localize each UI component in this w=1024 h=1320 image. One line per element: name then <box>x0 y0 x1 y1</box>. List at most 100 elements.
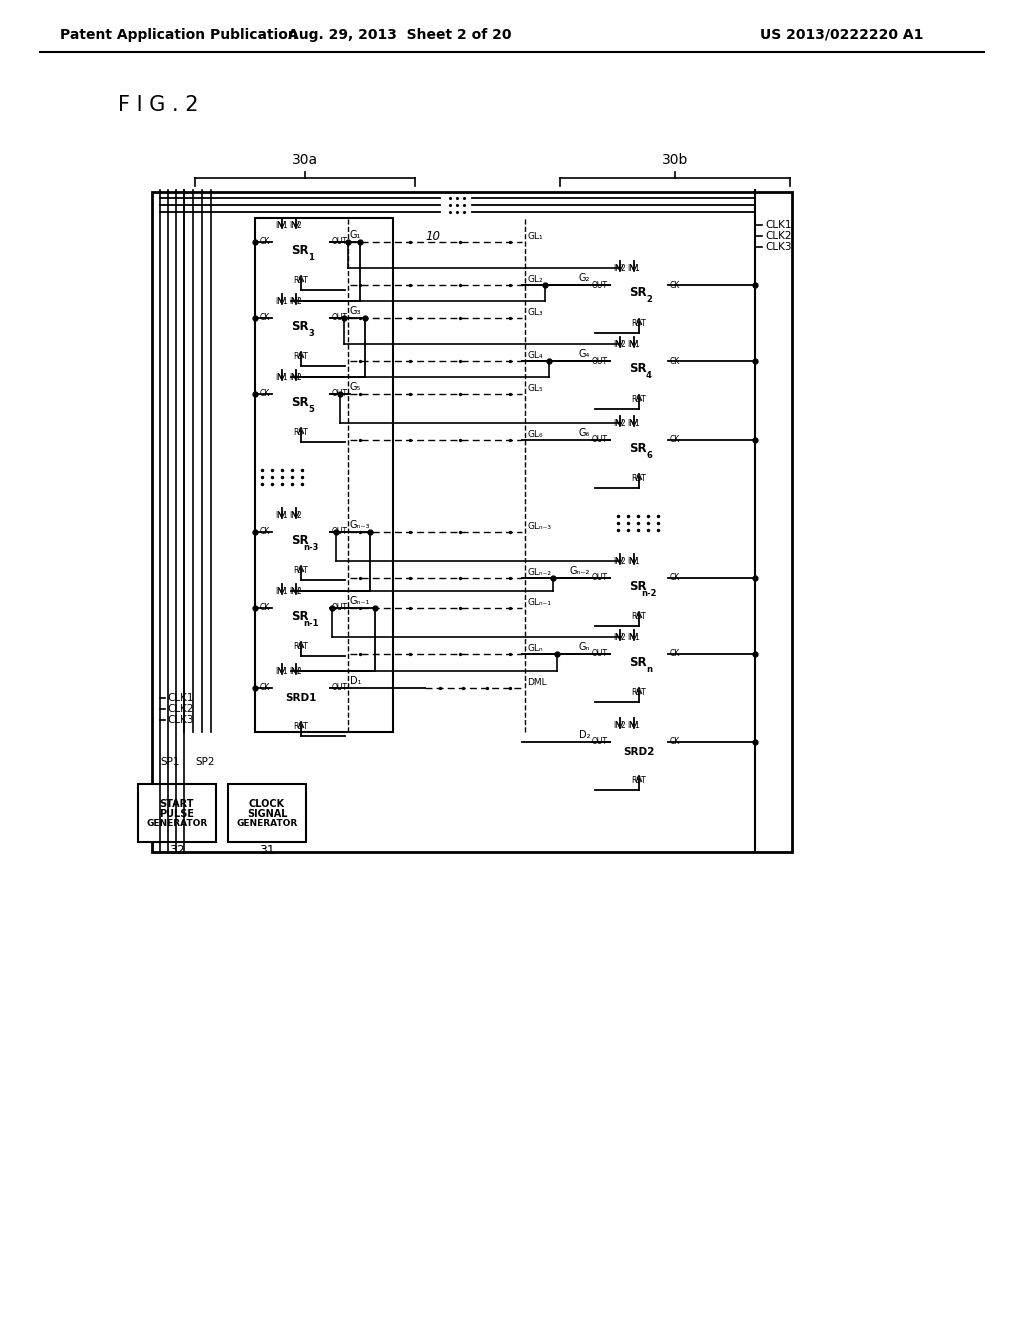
Bar <box>610 733 668 772</box>
Text: RST: RST <box>632 319 646 327</box>
Text: IN1: IN1 <box>628 634 640 642</box>
Bar <box>610 351 668 391</box>
Text: GL₁: GL₁ <box>527 232 543 242</box>
Text: GL₄: GL₄ <box>527 351 543 360</box>
Text: SR: SR <box>291 396 309 408</box>
Text: IN2: IN2 <box>290 667 302 676</box>
Text: 30a: 30a <box>292 153 318 168</box>
Text: OUT: OUT <box>332 603 348 612</box>
Text: US 2013/0222220 A1: US 2013/0222220 A1 <box>760 28 924 42</box>
Bar <box>228 784 306 842</box>
Text: OUT: OUT <box>332 238 348 247</box>
Text: CLK2: CLK2 <box>765 231 792 242</box>
Bar <box>272 232 330 272</box>
Text: SR: SR <box>629 441 647 454</box>
Text: GL₂: GL₂ <box>527 275 543 284</box>
Text: RST: RST <box>294 352 308 360</box>
Text: IN1: IN1 <box>628 418 640 428</box>
Text: CK: CK <box>260 238 270 247</box>
Text: SR: SR <box>629 286 647 300</box>
Text: CK: CK <box>670 436 680 445</box>
Text: IN2: IN2 <box>613 418 627 428</box>
Text: OUT: OUT <box>592 649 608 659</box>
Text: CK: CK <box>260 389 270 399</box>
Text: SRD1: SRD1 <box>286 693 316 704</box>
Text: GLₙ₋₃: GLₙ₋₃ <box>527 521 551 531</box>
Text: CLK3: CLK3 <box>167 715 194 725</box>
Text: D₁: D₁ <box>350 676 361 686</box>
Text: 30b: 30b <box>662 153 688 168</box>
Text: G₄: G₄ <box>579 348 590 359</box>
Text: IN1: IN1 <box>275 511 289 520</box>
Text: RST: RST <box>632 688 646 697</box>
Text: RST: RST <box>632 612 646 620</box>
Text: 6: 6 <box>646 450 652 459</box>
Text: CK: CK <box>670 281 680 289</box>
Bar <box>272 678 330 718</box>
Text: CK: CK <box>260 314 270 322</box>
Text: DML: DML <box>527 678 547 686</box>
Text: n-3: n-3 <box>303 543 318 552</box>
Text: Gₙ: Gₙ <box>579 642 590 652</box>
Text: G₅: G₅ <box>350 381 361 392</box>
Text: OUT: OUT <box>332 389 348 399</box>
Text: RST: RST <box>294 276 308 285</box>
Text: SR: SR <box>291 533 309 546</box>
Bar <box>152 191 792 851</box>
Text: OUT: OUT <box>332 684 348 693</box>
Text: SRD2: SRD2 <box>624 747 654 756</box>
Text: GL₃: GL₃ <box>527 308 543 317</box>
Text: 2: 2 <box>646 296 652 305</box>
Text: IN2: IN2 <box>290 297 302 306</box>
Text: SP2: SP2 <box>196 756 215 767</box>
Text: OUT: OUT <box>592 738 608 747</box>
Text: SR: SR <box>629 656 647 668</box>
Bar <box>272 308 330 348</box>
Bar <box>138 784 216 842</box>
Text: 10: 10 <box>425 231 440 243</box>
Text: IN1: IN1 <box>628 557 640 566</box>
Text: RST: RST <box>294 642 308 651</box>
Bar <box>610 644 668 684</box>
Text: CK: CK <box>260 603 270 612</box>
Text: IN1: IN1 <box>275 587 289 597</box>
Text: n: n <box>646 664 652 673</box>
Text: RST: RST <box>632 395 646 404</box>
Text: 32: 32 <box>169 843 185 857</box>
Text: IN1: IN1 <box>275 667 289 676</box>
Text: 31: 31 <box>259 843 274 857</box>
Text: RST: RST <box>294 428 308 437</box>
Text: IN2: IN2 <box>290 220 302 230</box>
Bar <box>272 384 330 424</box>
Text: IN2: IN2 <box>613 721 627 730</box>
Text: IN2: IN2 <box>613 264 627 273</box>
Text: Gₙ₋₃: Gₙ₋₃ <box>350 520 371 531</box>
Text: n-2: n-2 <box>641 589 656 598</box>
Bar <box>610 275 668 315</box>
Text: CK: CK <box>670 738 680 747</box>
Text: OUT: OUT <box>332 314 348 322</box>
Bar <box>255 218 393 733</box>
Text: IN2: IN2 <box>613 634 627 642</box>
Text: OUT: OUT <box>592 356 608 366</box>
Text: GENERATOR: GENERATOR <box>146 820 208 829</box>
Text: SP1: SP1 <box>160 756 180 767</box>
Text: OUT: OUT <box>592 436 608 445</box>
Text: 4: 4 <box>646 371 652 380</box>
Text: IN1: IN1 <box>628 721 640 730</box>
Text: F I G . 2: F I G . 2 <box>118 95 199 115</box>
Text: IN1: IN1 <box>628 264 640 273</box>
Text: OUT: OUT <box>592 573 608 582</box>
Text: CK: CK <box>670 649 680 659</box>
Text: CLK1: CLK1 <box>765 220 792 230</box>
Text: OUT: OUT <box>332 528 348 536</box>
Text: IN2: IN2 <box>290 511 302 520</box>
Text: IN2: IN2 <box>613 557 627 566</box>
Text: n-1: n-1 <box>303 619 318 627</box>
Text: IN1: IN1 <box>275 374 289 381</box>
Text: OUT: OUT <box>592 281 608 289</box>
Bar <box>272 521 330 562</box>
Text: 5: 5 <box>308 404 314 413</box>
Text: IN1: IN1 <box>275 297 289 306</box>
Text: SIGNAL: SIGNAL <box>247 809 288 818</box>
